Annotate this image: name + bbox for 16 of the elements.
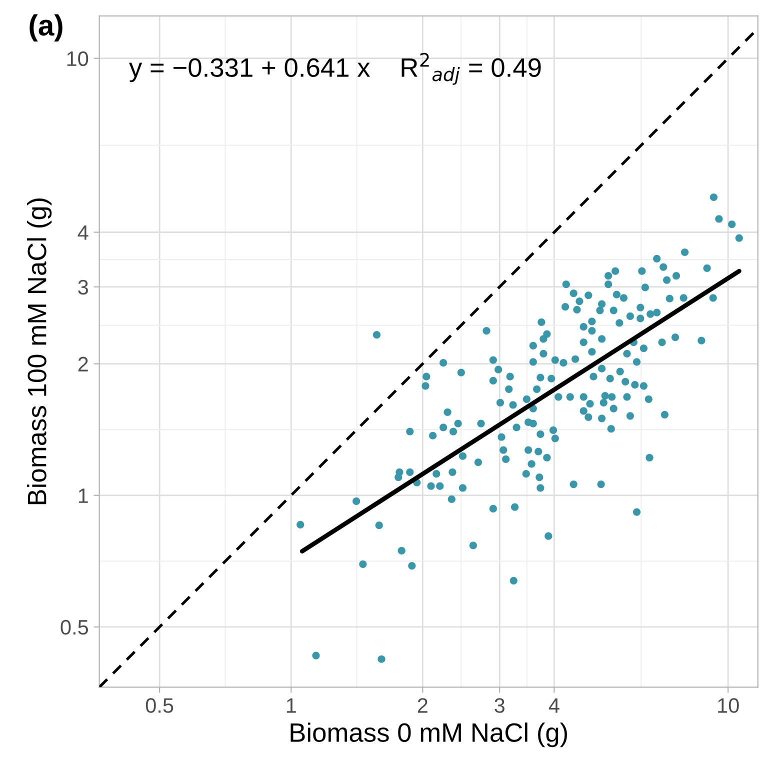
y-tick-label: 3 <box>78 280 88 295</box>
x-tick-label: 10 <box>718 698 739 713</box>
x-tick-label: 2 <box>418 698 428 713</box>
x-axis-title: Biomass 0 mM NaCl (g) <box>290 722 567 748</box>
x-tick-label: 3 <box>494 698 504 713</box>
annotation: y = −0.331 + 0.641 x R$^{2}$$_{adj}$ = 0.49 <box>129 52 541 85</box>
x-tick-label: 1 <box>286 698 296 713</box>
y-tick-label: 1 <box>78 488 88 503</box>
y-tick-label: 2 <box>78 356 88 372</box>
y-tick-label: 10 <box>67 51 88 66</box>
x-tick-label: 4 <box>548 698 560 713</box>
y-tick-label: 4 <box>78 225 88 240</box>
x-tick-label: 0.5 <box>146 698 174 713</box>
y-axis-title: Biomass 100 mM NaCl (g) <box>27 198 52 504</box>
y-tick-label: 0.5 <box>60 620 88 635</box>
chart-title: (a) <box>30 14 62 42</box>
